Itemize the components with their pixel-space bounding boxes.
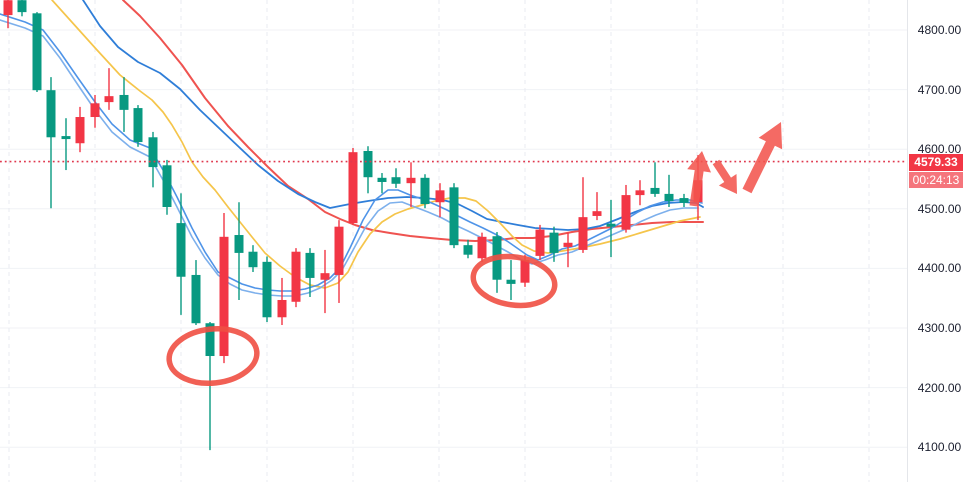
current-price-badge: 4579.33 [909,154,963,171]
annotation-ellipse [166,326,260,386]
candle-body [262,261,272,318]
candle-body [219,236,229,357]
price-axis-label: 4700.00 [917,82,962,97]
candle-body [621,195,631,230]
candle-body [535,229,545,256]
candle-body [463,245,473,255]
candle-body [17,0,27,13]
candle-body [320,273,330,280]
candle-body [406,177,416,184]
candle-body [148,137,158,168]
candle-body [592,211,602,216]
candle-body [549,232,559,253]
candle-body [578,217,588,250]
annotation-arrow [687,151,711,207]
candle-body [477,236,487,259]
candle-body [176,223,186,277]
ma-slow-red [122,0,704,242]
candle-body [90,103,100,118]
price-axis[interactable]: 4800.00 4700.00 4600.00 4500.00 4400.00 4300.… [907,0,970,482]
candle-body [635,190,645,196]
candle-body [3,0,13,16]
price-axis-label: 4500.00 [917,201,962,216]
candle-body [32,13,42,91]
candle-body [191,274,201,324]
annotation-ellipse [470,253,558,309]
annotation-arrow [742,122,783,194]
candle-body [420,177,430,205]
candle-body [449,187,459,246]
candle-body [133,108,143,143]
candle-body [61,136,71,140]
candle-body [205,323,215,357]
candle-body [75,117,85,144]
annotation-arrow [712,159,737,194]
price-axis-label: 4400.00 [917,261,962,276]
price-axis-label: 4100.00 [917,440,962,455]
candle-body [435,190,445,203]
candle-body [334,226,344,275]
candle-body [520,260,530,283]
candle-body [606,223,616,227]
candle-body [104,96,114,103]
candle-body [377,177,387,182]
candle-body [234,235,244,253]
candle-body [506,279,516,284]
candle-body [363,150,373,178]
candle-body [46,90,56,138]
price-axis-label: 4200.00 [917,380,962,395]
candle-body [563,242,573,247]
ma-fast-blue-1 [0,13,703,292]
candle-countdown-badge: 00:24:13 [909,172,963,188]
candle-body [119,94,129,110]
candle-body [391,177,401,184]
candle-body [248,251,258,268]
price-axis-label: 4300.00 [917,321,962,335]
price-axis-label: 4600.00 [917,142,962,157]
candle-body [291,251,301,302]
candle-body [348,152,358,224]
candle-body [305,252,315,278]
price-axis-label: 4800.00 [917,23,962,37]
candle-body [650,187,660,194]
candle-body [679,198,689,203]
candle-body [162,165,172,208]
candle-body [664,193,674,202]
candle-body [277,299,287,318]
